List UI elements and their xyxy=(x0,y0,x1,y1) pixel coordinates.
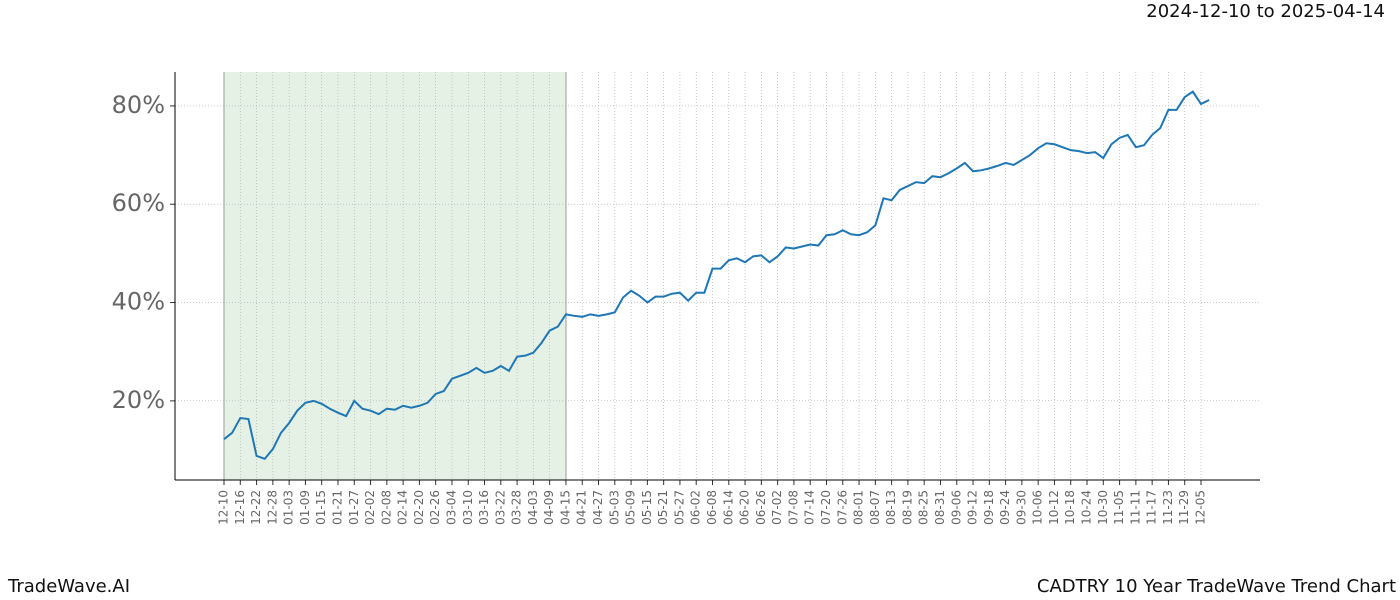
x-tick-label: 02-20 xyxy=(412,490,426,525)
x-tick-label: 12-16 xyxy=(233,490,247,525)
x-tick-label: 11-11 xyxy=(1128,490,1142,525)
x-tick-label: 03-04 xyxy=(444,490,458,525)
x-tick-label: 06-20 xyxy=(738,490,752,525)
chart-title: CADTRY 10 Year TradeWave Trend Chart xyxy=(1037,576,1396,597)
x-tick-label: 08-19 xyxy=(900,490,914,525)
x-tick-label: 10-18 xyxy=(1063,490,1077,525)
x-tick-label: 02-02 xyxy=(363,490,377,525)
x-tick-label: 12-05 xyxy=(1194,490,1208,525)
x-tick-label: 11-17 xyxy=(1145,490,1159,525)
shaded-range xyxy=(224,72,566,480)
x-tick-label: 07-14 xyxy=(803,490,817,525)
date-range: 2024-12-10 to 2025-04-14 xyxy=(1146,1,1385,22)
x-tick-label: 09-30 xyxy=(1014,490,1028,525)
x-tick-label: 08-07 xyxy=(868,490,882,525)
x-tick-label: 02-26 xyxy=(428,490,442,525)
x-tick-label: 08-13 xyxy=(884,490,898,525)
x-tick-label: 03-28 xyxy=(510,490,524,525)
x-tick-label: 04-03 xyxy=(526,490,540,525)
x-tick-label: 09-24 xyxy=(998,490,1012,525)
x-tick-label: 07-20 xyxy=(819,490,833,525)
x-tick-label: 09-06 xyxy=(949,490,963,525)
x-tick-label: 07-02 xyxy=(770,490,784,525)
x-tick-label: 05-21 xyxy=(656,490,670,525)
x-tick-label: 09-12 xyxy=(966,490,980,525)
y-tick-label: 80% xyxy=(112,91,165,119)
x-tick-label: 08-25 xyxy=(917,490,931,525)
x-tick-label: 11-23 xyxy=(1161,490,1175,525)
x-tick-label: 04-09 xyxy=(542,490,556,525)
x-tick-label: 10-30 xyxy=(1096,490,1110,525)
x-tick-label: 01-09 xyxy=(298,490,312,525)
y-tick-label: 60% xyxy=(112,189,165,217)
y-tick-label: 20% xyxy=(112,386,165,414)
x-tick-label: 05-09 xyxy=(624,490,638,525)
brand: TradeWave.AI xyxy=(7,576,130,597)
x-tick-label: 10-06 xyxy=(1031,490,1045,525)
x-tick-label: 01-21 xyxy=(330,490,344,525)
x-tick-label: 08-01 xyxy=(852,490,866,525)
x-tick-label: 04-27 xyxy=(591,490,605,525)
x-tick-label: 06-02 xyxy=(689,490,703,525)
x-tick-label: 01-15 xyxy=(314,490,328,525)
x-tick-label: 05-03 xyxy=(607,490,621,525)
x-tick-label: 06-14 xyxy=(721,490,735,525)
x-tick-label: 05-15 xyxy=(640,490,654,525)
x-tick-label: 03-22 xyxy=(493,490,507,525)
x-tick-label: 09-18 xyxy=(982,490,996,525)
x-tick-label: 01-27 xyxy=(347,490,361,525)
x-tick-label: 03-10 xyxy=(461,490,475,525)
trend-line xyxy=(223,90,1210,461)
x-tick-label: 10-12 xyxy=(1047,490,1061,525)
x-tick-label: 11-29 xyxy=(1177,490,1191,525)
x-tick-label: 08-31 xyxy=(933,490,947,525)
x-tick-label: 03-16 xyxy=(477,490,491,525)
x-tick-label: 05-27 xyxy=(672,490,686,525)
x-tick-label: 04-21 xyxy=(575,490,589,525)
y-tick-label: 40% xyxy=(112,288,165,316)
x-tick-label: 02-14 xyxy=(396,490,410,525)
x-tick-label: 07-26 xyxy=(835,490,849,525)
x-tick-label: 01-03 xyxy=(282,490,296,525)
x-tick-label: 11-05 xyxy=(1112,490,1126,525)
x-tick-label: 12-10 xyxy=(217,490,231,525)
x-tick-label: 07-08 xyxy=(786,490,800,525)
x-tick-label: 04-15 xyxy=(558,490,572,525)
x-tick-label: 10-24 xyxy=(1080,490,1094,525)
x-tick-label: 06-08 xyxy=(705,490,719,525)
x-tick-label: 06-26 xyxy=(754,490,768,525)
x-tick-label: 12-22 xyxy=(249,490,263,525)
x-tick-label: 12-28 xyxy=(265,490,279,525)
x-tick-label: 02-08 xyxy=(379,490,393,525)
